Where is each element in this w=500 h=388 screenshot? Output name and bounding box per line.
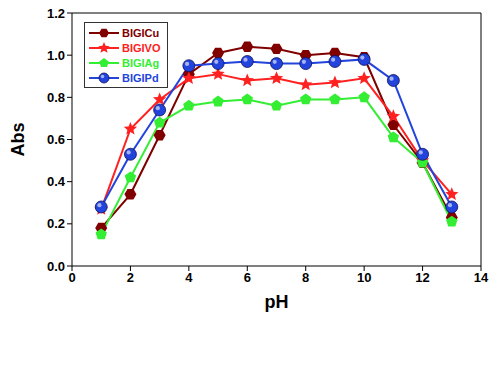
svg-text:0.2: 0.2 [47, 216, 65, 231]
svg-text:8: 8 [302, 270, 309, 285]
svg-text:0.0: 0.0 [47, 259, 65, 274]
html-text:BIGIAg: BIGIAg [122, 56, 160, 69]
svg-text:0.8: 0.8 [47, 90, 65, 105]
svg-text:4: 4 [185, 270, 193, 285]
svg-text:14: 14 [474, 270, 489, 285]
svg-text:2: 2 [127, 270, 134, 285]
svg-text:1.0: 1.0 [47, 48, 65, 63]
svg-text:0: 0 [68, 270, 75, 285]
svg-text:pH: pH [265, 292, 289, 312]
html-text:BIGICu: BIGICu [122, 26, 160, 39]
svg-text:6: 6 [244, 270, 251, 285]
svg-text:0.4: 0.4 [47, 174, 66, 189]
svg-text:1.2: 1.2 [47, 8, 65, 21]
html-text:BIGIPd: BIGIPd [122, 71, 159, 84]
svg-text:Abs: Abs [8, 122, 28, 156]
svg-text:0.6: 0.6 [47, 132, 65, 147]
svg-text:10: 10 [357, 270, 371, 285]
svg-text:12: 12 [415, 270, 429, 285]
html-text:BIGIVO: BIGIVO [122, 41, 161, 54]
